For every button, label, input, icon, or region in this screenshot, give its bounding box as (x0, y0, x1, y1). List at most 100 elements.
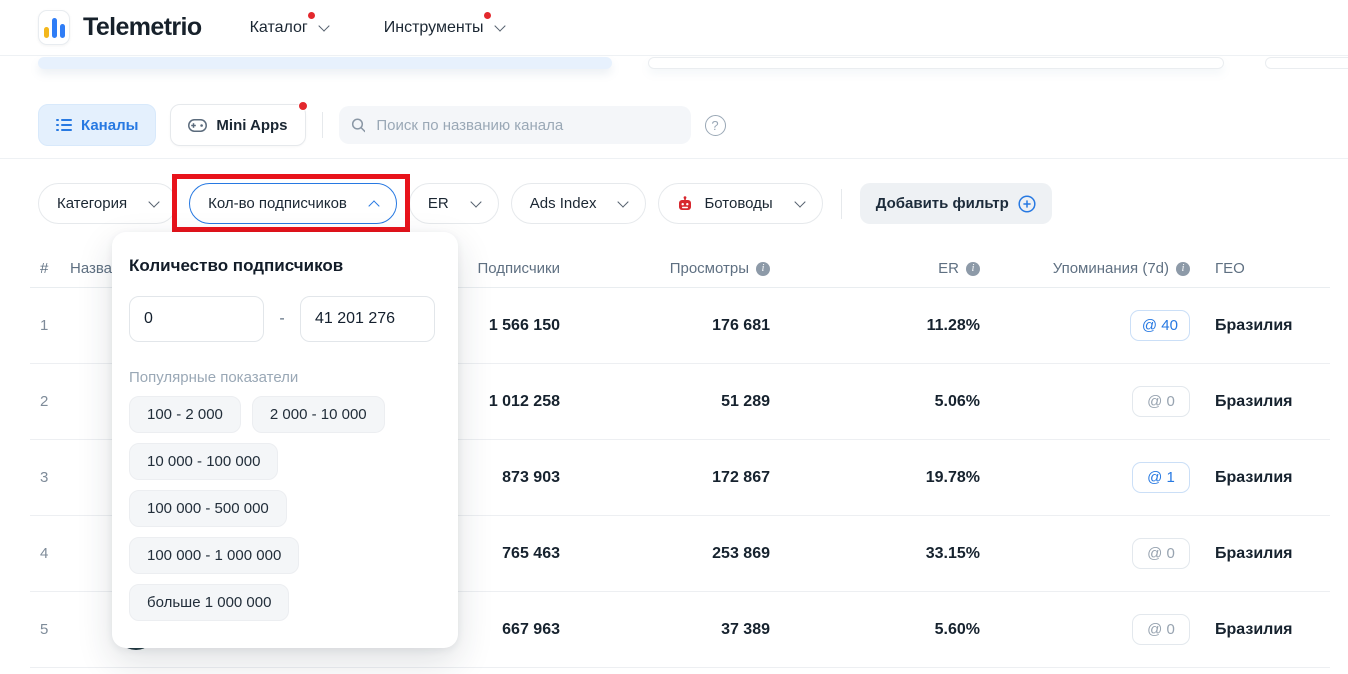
vertical-divider (840, 188, 842, 219)
row-number: 3 (40, 469, 49, 486)
header-views[interactable]: Просмотры i (560, 260, 770, 277)
vertical-divider (321, 112, 323, 138)
range-inputs: - (129, 296, 441, 342)
channel-search[interactable] (338, 106, 691, 144)
chevron-down-icon (318, 19, 330, 32)
header-num: # (40, 260, 49, 277)
info-icon[interactable]: i (966, 261, 980, 276)
help-icon[interactable]: ? (704, 114, 726, 136)
er-value: 19.78% (925, 468, 980, 486)
geo-value: Бразилия (1215, 316, 1293, 334)
tab-channels-label: Каналы (81, 116, 139, 134)
er-value: 11.28% (926, 316, 980, 334)
dropdown-title: Количество подписчиков (129, 256, 344, 275)
mentions-badge[interactable]: @ 0 (1132, 538, 1190, 569)
row-number: 1 (40, 317, 49, 334)
main-nav: Каталог Инструменты (250, 10, 506, 37)
gamepad-icon (188, 118, 208, 132)
header-er[interactable]: ER i (770, 260, 980, 277)
subscribers-value: 667 963 (502, 620, 560, 638)
plus-circle-icon (1018, 194, 1036, 213)
clipped-card-middle (648, 57, 1224, 69)
views-value: 253 869 (712, 544, 770, 562)
row-number: 2 (40, 393, 49, 410)
notification-dot-icon (306, 10, 316, 20)
subscribers-value: 1 566 150 (488, 316, 560, 334)
geo-value: Бразилия (1215, 544, 1293, 562)
tab-mini-apps-label: Mini Apps (216, 116, 288, 134)
filter-ads-index-label: Ads Index (529, 195, 597, 212)
preset-range-button[interactable]: 10 000 - 100 000 (129, 443, 279, 480)
filter-subscribers[interactable]: Кол-во подписчиков (172, 174, 410, 232)
chevron-down-icon (493, 19, 506, 32)
subscribers-value: 873 903 (502, 468, 560, 486)
nav-tools-label: Инструменты (383, 18, 484, 36)
er-value: 5.06% (934, 392, 980, 410)
views-value: 51 289 (721, 392, 770, 410)
tabs-row: Каналы Mini Apps ? (38, 101, 726, 146)
nav-item-tools[interactable]: Инструменты (383, 10, 506, 37)
subscribers-filter-dropdown: Количество подписчиков - Популярные пока… (112, 232, 458, 648)
views-value: 172 867 (712, 468, 770, 486)
geo-value: Бразилия (1215, 392, 1293, 410)
notification-dot-icon (297, 101, 308, 111)
chevron-down-icon (617, 195, 630, 208)
preset-range-button[interactable]: 100 000 - 1 000 000 (129, 537, 300, 574)
table-row[interactable]: 4 ◆ bla 765 463 253 869 33.15% @ 0 Брази… (30, 516, 1330, 592)
mentions-badge[interactable]: @ 40 (1129, 310, 1190, 341)
add-filter-label: Добавить фильтр (875, 195, 1009, 212)
range-dash: - (279, 310, 285, 327)
filter-botovody[interactable]: Ботоводы (658, 183, 823, 224)
add-filter-button[interactable]: Добавить фильтр (859, 183, 1052, 224)
preset-range-button[interactable]: 100 000 - 500 000 (129, 490, 287, 527)
chevron-down-icon (794, 195, 806, 208)
filter-er[interactable]: ER (408, 183, 499, 224)
filter-er-label: ER (427, 195, 449, 212)
subscribers-value: 1 012 258 (488, 392, 560, 410)
filter-category-label: Категория (57, 195, 128, 212)
info-icon[interactable]: i (756, 261, 770, 276)
chevron-up-icon (368, 199, 380, 212)
notification-dot-icon (482, 10, 492, 20)
chevron-down-icon (470, 195, 482, 208)
views-value: 37 389 (721, 620, 770, 638)
er-value: 5.60% (934, 620, 980, 638)
top-header: Telemetrio Каталог Инструменты (0, 0, 1348, 56)
bar-chart-logo-icon (38, 10, 70, 45)
robot-icon (679, 196, 692, 210)
preset-range-button[interactable]: 100 - 2 000 (129, 396, 241, 433)
header-geo: ГЕО (1215, 260, 1245, 277)
header-subscribers[interactable]: Подписчики (477, 260, 560, 277)
range-from-input[interactable] (129, 296, 264, 342)
filter-ads-index[interactable]: Ads Index (510, 183, 647, 224)
tab-channels[interactable]: Каналы (38, 104, 157, 146)
brand-logo[interactable]: Telemetrio (38, 10, 202, 45)
er-value: 33.15% (925, 544, 980, 562)
presets-label: Популярные показатели (129, 369, 299, 386)
preset-range-button[interactable]: 2 000 - 10 000 (251, 396, 385, 433)
subscribers-value: 765 463 (502, 544, 560, 562)
search-input[interactable] (374, 115, 679, 135)
search-icon (351, 118, 366, 133)
nav-item-catalog[interactable]: Каталог (250, 10, 330, 37)
brand-name: Telemetrio (83, 13, 202, 41)
filters-row: Категория Кол-во подписчиков ER Ads Inde… (38, 174, 1052, 232)
mentions-badge[interactable]: @ 0 (1132, 386, 1190, 417)
row-number: 4 (40, 545, 49, 562)
views-value: 176 681 (712, 316, 770, 334)
mentions-badge[interactable]: @ 1 (1132, 462, 1190, 493)
list-icon (56, 119, 72, 131)
range-to-input[interactable] (300, 296, 435, 342)
mentions-badge[interactable]: @ 0 (1132, 614, 1190, 645)
chevron-down-icon (148, 195, 160, 208)
tab-mini-apps[interactable]: Mini Apps (170, 101, 308, 146)
filter-botovody-label: Ботоводы (704, 195, 773, 212)
header-mentions[interactable]: Упоминания (7d) i (980, 260, 1190, 277)
geo-value: Бразилия (1215, 620, 1293, 638)
filter-subscribers-label: Кол-во подписчиков (208, 195, 347, 212)
info-icon[interactable]: i (1176, 261, 1190, 276)
preset-range-button[interactable]: больше 1 000 000 (129, 584, 290, 621)
geo-value: Бразилия (1215, 468, 1293, 486)
clipped-card-left (38, 57, 612, 69)
filter-category[interactable]: Категория (38, 183, 178, 224)
